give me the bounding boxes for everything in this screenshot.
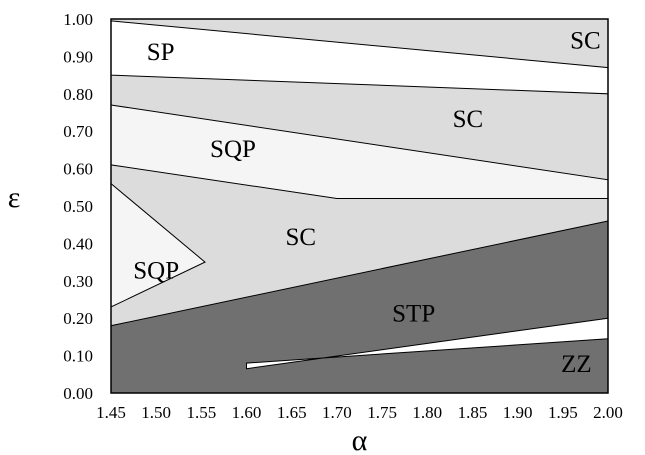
x-tick-label: 1.60 <box>232 403 262 422</box>
region-label-sc: SC <box>285 224 316 251</box>
region-label-sqp: SQP <box>133 258 179 285</box>
x-tick-label: 1.95 <box>548 403 578 422</box>
x-tick-labels: 1.45 1.50 1.55 1.60 1.65 1.70 1.75 1.80 1.85 1.90… <box>96 403 623 422</box>
x-tick-label: 1.50 <box>141 403 171 422</box>
x-tick-label: 1.85 <box>458 403 488 422</box>
y-tick-label: 0.00 <box>63 384 93 403</box>
y-tick-labels: 0.00 0.10 0.20 0.30 0.40 0.50 0.60 0.70 0.80 0.90… <box>63 10 93 403</box>
region-label-stp: STP <box>392 301 435 328</box>
y-tick-label: 0.10 <box>63 347 93 366</box>
y-tick-label: 1.00 <box>63 10 93 29</box>
region-label-sc: SC <box>570 28 601 55</box>
y-tick-label: 0.50 <box>63 197 93 216</box>
region-label-sqp: SQP <box>210 136 256 163</box>
x-axis-label: α <box>352 424 368 455</box>
y-tick-label: 0.80 <box>63 85 93 104</box>
x-tick-label: 1.45 <box>96 403 126 422</box>
x-tick-label: 1.80 <box>412 403 442 422</box>
x-tick-label: 1.90 <box>503 403 533 422</box>
region-label-zz: ZZ <box>561 351 592 378</box>
region-label-sp: SP <box>147 39 175 66</box>
y-tick-label: 0.30 <box>63 272 93 291</box>
region-labels: SP SC SC SQP SC SQP STP ZZ <box>133 28 600 379</box>
y-tick-label: 0.90 <box>63 47 93 66</box>
y-tick-label: 0.40 <box>63 234 93 253</box>
regions-layer <box>110 18 609 394</box>
region-label-sc: SC <box>453 106 484 133</box>
x-tick-label: 1.55 <box>186 403 216 422</box>
x-tick-label: 1.75 <box>367 403 397 422</box>
y-axis-label: ε <box>8 181 21 214</box>
y-tick-label: 0.20 <box>63 309 93 328</box>
x-tick-label: 1.70 <box>322 403 352 422</box>
y-tick-label: 0.60 <box>63 160 93 179</box>
x-tick-label: 1.65 <box>277 403 307 422</box>
y-tick-label: 0.70 <box>63 122 93 141</box>
x-tick-label: 2.00 <box>593 403 623 422</box>
plot-frame <box>110 18 609 394</box>
